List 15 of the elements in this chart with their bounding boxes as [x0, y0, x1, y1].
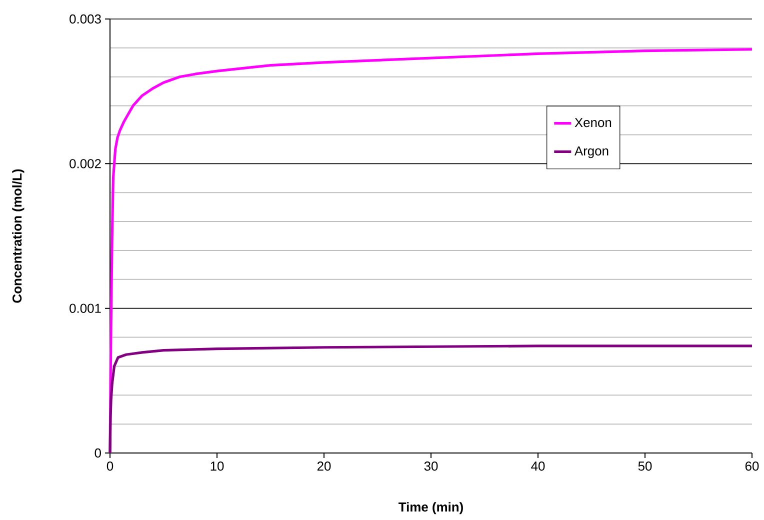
- x-tick-label: 0: [106, 462, 114, 471]
- x-tick-label: 40: [531, 462, 545, 471]
- x-tick-label: 20: [317, 462, 331, 471]
- y-tick-label: 0: [94, 448, 101, 458]
- x-tick-label: 30: [424, 462, 438, 471]
- y-axis-title: Concentration (mol/L): [12, 169, 24, 303]
- x-tick-label: 60: [745, 462, 759, 471]
- y-tick-label: 0.001: [70, 304, 101, 313]
- x-tick-label: 50: [638, 462, 652, 471]
- x-tick-label: 10: [210, 462, 224, 471]
- y-tick-label: 0.003: [70, 14, 101, 24]
- legend-label: Argon: [574, 146, 608, 158]
- legend-label: Xenon: [574, 118, 612, 128]
- x-axis-title: Time (min): [398, 502, 463, 514]
- y-tick-label: 0.002: [70, 159, 101, 168]
